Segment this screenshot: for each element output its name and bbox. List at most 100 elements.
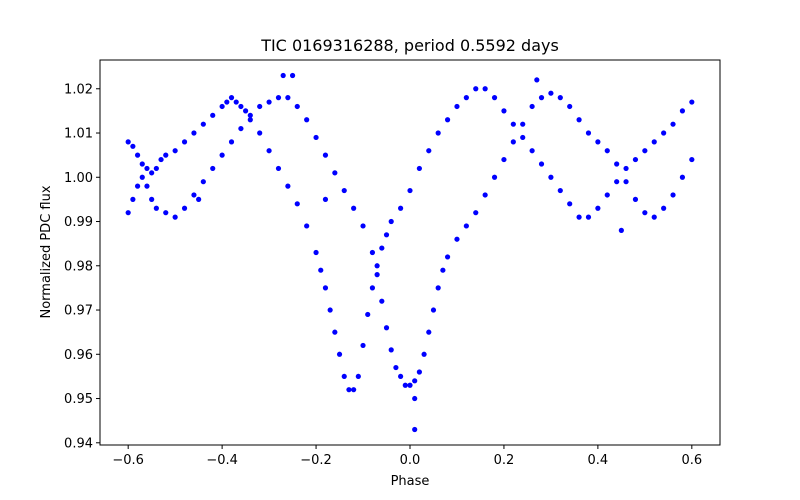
data-point	[538, 95, 545, 101]
data-point	[191, 130, 197, 136]
data-point	[407, 187, 413, 194]
y-tick-label: 0.98	[64, 259, 93, 274]
data-point	[285, 183, 291, 189]
data-point	[322, 285, 329, 291]
y-tick-label: 0.99	[64, 215, 93, 230]
data-point	[567, 201, 573, 207]
data-point	[196, 196, 202, 202]
data-point	[538, 161, 545, 167]
data-point	[618, 227, 624, 233]
data-point	[224, 99, 230, 105]
data-point	[661, 205, 667, 211]
data-point	[412, 378, 418, 384]
data-point	[332, 170, 338, 176]
data-point	[473, 86, 479, 92]
data-point	[416, 369, 422, 375]
x-tick-label: 0.2	[494, 453, 515, 468]
data-point	[139, 161, 145, 167]
data-point	[181, 205, 188, 211]
data-point	[257, 130, 263, 136]
data-point	[374, 272, 380, 278]
data-point	[289, 72, 296, 79]
data-point	[210, 165, 216, 172]
data-point	[689, 156, 695, 163]
data-point	[407, 382, 413, 388]
data-point	[595, 139, 601, 145]
data-point	[153, 205, 159, 211]
data-point	[491, 95, 498, 101]
data-point	[351, 387, 357, 393]
data-point	[125, 210, 131, 216]
data-point	[440, 267, 446, 273]
x-tick-label: −0.2	[300, 453, 332, 468]
y-tick-label: 0.97	[64, 304, 93, 319]
data-point	[219, 152, 225, 158]
data-point	[576, 214, 582, 220]
data-point	[388, 347, 394, 353]
data-point	[313, 249, 319, 256]
data-point	[383, 232, 390, 238]
data-point	[651, 214, 657, 220]
chart-title: TIC 0169316288, period 0.5592 days	[260, 36, 559, 55]
data-point	[383, 325, 390, 331]
data-point	[327, 307, 333, 313]
data-point	[275, 165, 282, 172]
data-point	[614, 179, 620, 185]
data-point	[501, 156, 507, 163]
data-point	[388, 218, 394, 225]
data-point	[412, 426, 418, 433]
x-tick-label: −0.6	[112, 453, 144, 468]
data-point	[139, 174, 145, 180]
data-point	[661, 130, 667, 136]
data-point	[398, 373, 404, 380]
data-point	[134, 183, 141, 189]
data-point	[463, 223, 469, 229]
data-point	[238, 103, 244, 110]
y-tick-label: 1.02	[64, 82, 93, 97]
data-point	[426, 329, 432, 335]
data-point	[158, 156, 164, 163]
data-point	[181, 139, 188, 145]
data-point	[520, 134, 526, 141]
data-point	[398, 205, 404, 211]
data-point	[243, 108, 249, 114]
data-point	[172, 148, 178, 154]
x-tick-label: 0.0	[400, 453, 421, 468]
data-point	[473, 210, 479, 216]
data-point	[412, 395, 418, 402]
x-tick-label: 0.4	[588, 453, 609, 468]
data-point	[200, 121, 206, 127]
data-point	[670, 192, 676, 198]
data-point	[435, 130, 441, 136]
data-point	[463, 95, 469, 101]
data-point	[529, 148, 535, 154]
data-point	[632, 196, 639, 202]
data-point	[604, 192, 610, 198]
y-tick-label: 0.96	[64, 348, 93, 363]
x-tick-label: −0.4	[206, 453, 238, 468]
data-point	[322, 152, 329, 158]
data-point	[430, 307, 437, 313]
data-point	[134, 152, 141, 158]
data-point	[228, 95, 235, 101]
data-point	[149, 196, 155, 202]
data-point	[614, 161, 620, 167]
data-point	[336, 351, 343, 357]
data-point	[191, 192, 197, 198]
data-point	[233, 99, 239, 105]
data-point	[520, 121, 526, 127]
data-point	[548, 174, 554, 180]
data-point	[144, 183, 150, 189]
data-point	[393, 364, 399, 371]
data-point	[548, 90, 554, 96]
data-point	[585, 214, 592, 220]
data-point	[365, 311, 371, 318]
x-tick-label: 0.6	[681, 453, 702, 468]
data-point	[130, 196, 136, 202]
data-point	[576, 117, 582, 123]
data-point	[491, 174, 498, 180]
data-point	[351, 205, 357, 211]
y-tick-label: 0.94	[64, 436, 93, 451]
data-point	[585, 130, 592, 136]
data-point	[266, 148, 272, 154]
